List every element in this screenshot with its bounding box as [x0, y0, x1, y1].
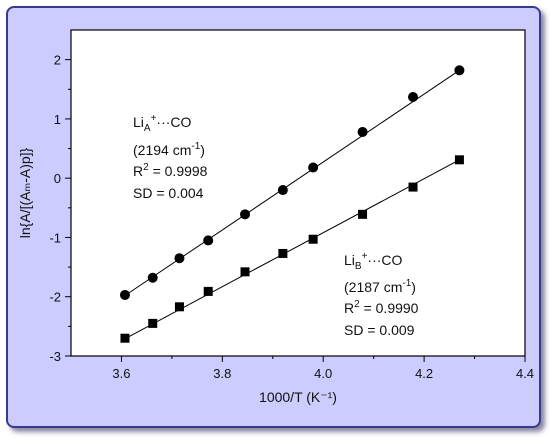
data-point-square — [148, 318, 158, 328]
x-tick-label: 3.8 — [213, 366, 231, 381]
data-point-square — [408, 182, 418, 192]
data-point-circle — [308, 162, 319, 173]
annotation-a-r-squared: R2 = 0.9998 — [133, 162, 208, 179]
x-tick-label: 4.0 — [314, 366, 332, 381]
annotation-b-label: LiB+···CO — [344, 251, 403, 272]
y-tick-label: -1 — [49, 230, 61, 245]
data-point-circle — [147, 272, 158, 283]
x-tick-label: 3.6 — [112, 366, 130, 381]
annotation-a-label: LiA+···CO — [133, 113, 192, 134]
data-point-circle — [240, 209, 251, 220]
data-point-square — [454, 155, 464, 165]
axis-ticks: 3.6 3.8 4.0 4.2 4.4 -3 -2 -1 0 1 2 — [49, 53, 534, 381]
y-tick-label: 2 — [54, 53, 61, 68]
annotation-series-a: LiA+···CO (2194 cm-1) R2 = 0.9998 SD = 0… — [133, 113, 208, 201]
annotation-b-sd: SD = 0.009 — [344, 322, 415, 338]
annotation-a-sd: SD = 0.004 — [133, 185, 204, 201]
data-point-circle — [357, 126, 368, 137]
data-point-square — [240, 267, 250, 277]
annotation-b-r-squared: R2 = 0.9990 — [344, 299, 419, 316]
data-point-circle — [119, 289, 130, 300]
x-tick-label: 4.4 — [516, 366, 534, 381]
data-point-circle — [174, 253, 185, 264]
data-point-square — [120, 333, 130, 343]
y-tick-label: 1 — [54, 112, 61, 127]
y-axis-title: ln{A/[(Aₘ-A)p]} — [17, 147, 33, 238]
y-tick-label: -2 — [49, 290, 61, 305]
data-point-square — [278, 248, 288, 258]
data-point-square — [203, 286, 213, 296]
x-axis-title: 1000/T (K⁻¹) — [259, 389, 337, 405]
plot-area — [70, 29, 526, 357]
x-tick-label: 4.2 — [415, 366, 433, 381]
data-point-circle — [203, 235, 214, 246]
annotation-a-frequency: (2194 cm-1) — [133, 141, 205, 158]
data-point-circle — [454, 65, 465, 76]
chart-canvas: 3.6 3.8 4.0 4.2 4.4 -3 -2 -1 0 1 2 1000/T (K⁻¹) ln… — [17, 29, 534, 405]
data-points — [119, 65, 465, 343]
data-point-square — [358, 209, 368, 219]
data-point-square — [174, 302, 184, 312]
figure-frame: 3.6 3.8 4.0 4.2 4.4 -3 -2 -1 0 1 2 1000/T (K⁻¹) ln… — [6, 6, 541, 428]
data-point-circle — [277, 185, 288, 196]
data-point-circle — [408, 91, 419, 102]
annotation-b-frequency: (2187 cm-1) — [344, 278, 416, 295]
y-tick-label: -3 — [49, 349, 61, 364]
y-tick-label: 0 — [54, 171, 61, 186]
data-point-square — [308, 234, 318, 244]
annotation-series-b: LiB+···CO (2187 cm-1) R2 = 0.9990 SD = 0… — [344, 251, 419, 338]
